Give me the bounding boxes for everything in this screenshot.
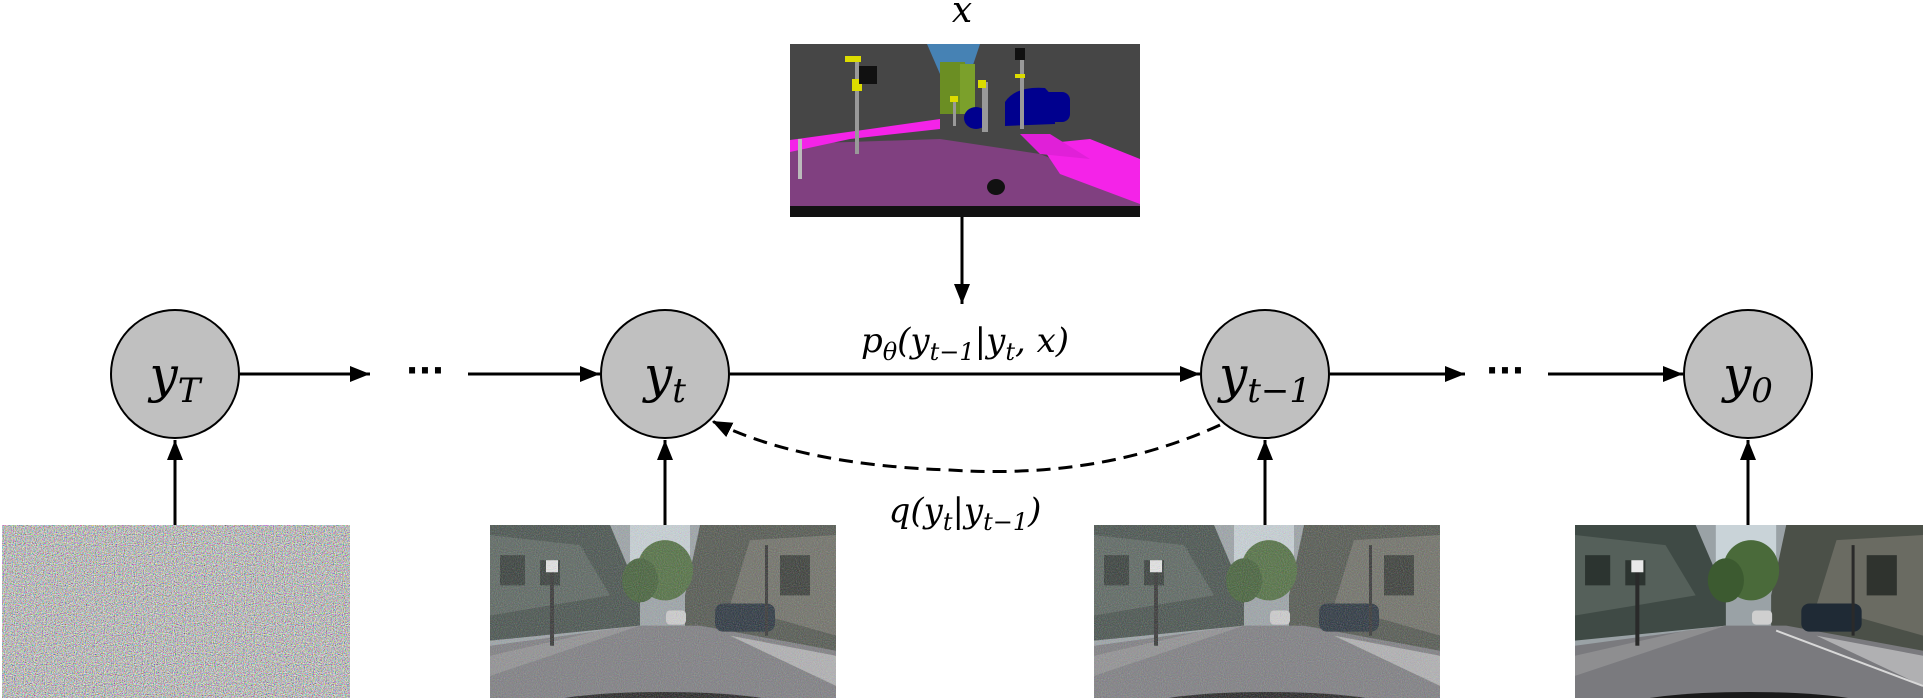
conditioning-label: x (952, 0, 972, 31)
node-y0-base: y (1721, 346, 1752, 404)
node-yt-1-base: y (1217, 346, 1248, 404)
clean-street-image (1575, 525, 1923, 700)
ellipsis-left: ··· (406, 351, 445, 391)
node-yt: yt (601, 310, 729, 438)
node-yt-1-sub: t−1 (1247, 371, 1311, 411)
node-yt-1: yt−1 (1201, 310, 1329, 438)
segmentation-map-image (790, 44, 1140, 217)
node-yT: yT (111, 310, 239, 438)
noisy-street-image-t (490, 525, 836, 700)
ellipsis-right: ··· (1486, 351, 1525, 391)
node-yT-sub: T (178, 371, 203, 411)
node-yT-base: y (148, 346, 179, 404)
node-y0-sub: 0 (1751, 371, 1773, 411)
node-y0: y0 (1684, 310, 1812, 438)
reverse-dashed-arrow (712, 421, 1220, 472)
node-yt-sub: t (672, 371, 686, 411)
pure-noise-image (2, 525, 350, 698)
forward-label: pθ(yt−1|yt, x) (861, 321, 1069, 366)
noisy-street-image-t-1 (1094, 525, 1440, 700)
reverse-label: q(yt|yt−1) (889, 491, 1042, 536)
node-yt-base: y (642, 346, 673, 404)
